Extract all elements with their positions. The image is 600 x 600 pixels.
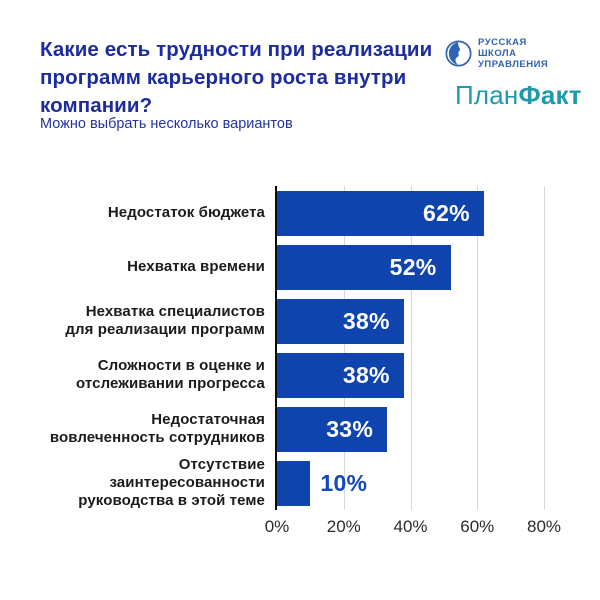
planfact-logo: ПланФакт xyxy=(455,80,582,111)
bar-value-label: 52% xyxy=(389,253,437,280)
x-axis: 0% 20% 40% 60% 80% xyxy=(265,517,561,537)
category-label: Нехватка специалистов для реализации про… xyxy=(65,302,265,338)
bar-row: 38% xyxy=(277,294,544,348)
rsu-logo-face-icon xyxy=(445,40,472,67)
y-axis-line xyxy=(275,186,277,510)
page-subtitle: Можно выбрать несколько вариантов xyxy=(40,116,293,132)
x-tick: 0% xyxy=(264,517,290,536)
gridline-20 xyxy=(343,186,345,510)
bar-engagement: 33% xyxy=(277,406,388,452)
x-tick: 40% xyxy=(393,517,428,536)
bar-value-label: 62% xyxy=(422,199,470,226)
x-tick: 80% xyxy=(526,517,562,536)
rsu-logo-line3: УПРАВЛЕНИЯ xyxy=(478,59,549,70)
gridline-40 xyxy=(410,186,412,510)
category-labels: Недостаток бюджета Нехватка времени Нехв… xyxy=(30,186,265,510)
rsu-logo-line2: ШКОЛА xyxy=(478,48,517,59)
page-title: Какие есть трудности при реализации прог… xyxy=(40,38,433,118)
bar-budget: 62% xyxy=(277,190,484,236)
bar-row: 33% xyxy=(277,402,544,456)
bar-row: 10% xyxy=(277,456,544,510)
rsu-logo-line1: РУССКАЯ xyxy=(478,37,527,48)
bar-row: 38% xyxy=(277,348,544,402)
category-label: Отсутствие заинтересованности руководств… xyxy=(78,455,265,510)
x-tick: 20% xyxy=(326,517,361,536)
bar-value-label: 38% xyxy=(342,307,390,334)
bar-row: 62% xyxy=(277,186,544,240)
gridline-80 xyxy=(544,186,545,510)
category-label: Недостаточная вовлеченность сотрудников xyxy=(49,410,265,446)
gridline-60 xyxy=(477,186,479,510)
planfact-logo-part1: План xyxy=(455,80,519,110)
bar-progress-tracking: 38% xyxy=(277,352,404,398)
bar-time: 52% xyxy=(277,244,451,290)
bar-value-label: 38% xyxy=(342,361,390,388)
bar-row: 52% xyxy=(277,240,544,294)
rsu-logo: РУССКАЯ ШКОЛА УПРАВЛЕНИЯ xyxy=(445,37,548,70)
category-label: Сложности в оценке и отслеживании прогре… xyxy=(76,356,265,392)
category-label: Недостаток бюджета xyxy=(107,203,265,221)
bar-value-label: 10% xyxy=(320,469,368,496)
bar-specialists: 38% xyxy=(277,298,404,344)
bar-value-label: 33% xyxy=(326,415,374,442)
category-label: Нехватка времени xyxy=(127,257,265,275)
bar-management-interest xyxy=(277,460,311,506)
rsu-logo-text: РУССКАЯ ШКОЛА УПРАВЛЕНИЯ xyxy=(478,37,548,70)
bar-chart: 62% 52% 38% 38% 33% 10% xyxy=(275,186,545,510)
planfact-logo-part2: Факт xyxy=(518,80,582,110)
x-tick: 60% xyxy=(460,517,495,536)
